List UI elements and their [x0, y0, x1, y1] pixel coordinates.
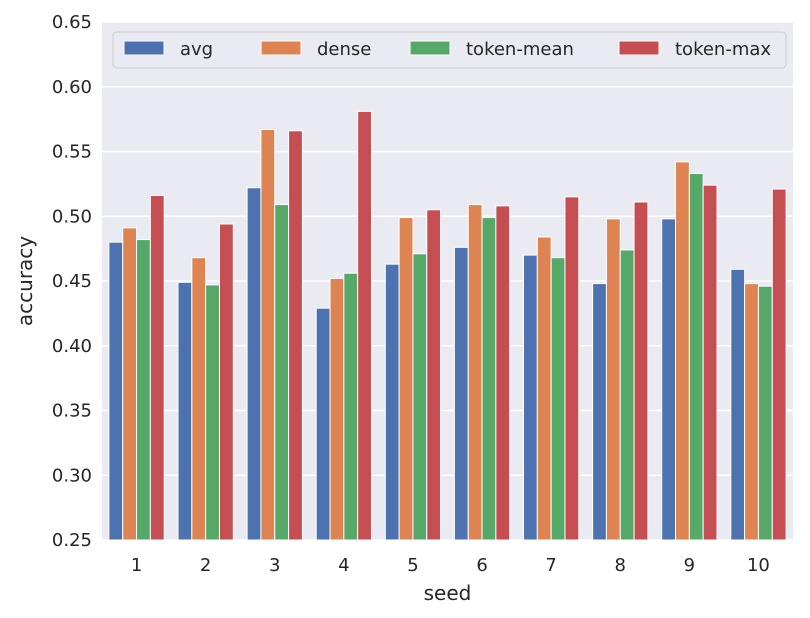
bar-token-max: [702, 184, 718, 541]
bar-token-max: [149, 195, 165, 541]
bar-dense: [329, 277, 345, 541]
bar-token-mean: [550, 257, 566, 541]
legend-label: token-max: [675, 39, 771, 60]
y-tick-label: 0.40: [52, 336, 92, 357]
y-axis-label: accuracy: [13, 236, 37, 326]
bar-token-max: [633, 201, 649, 541]
bar-avg: [384, 263, 400, 541]
x-tick-label: 3: [269, 555, 280, 576]
bar-token-mean: [412, 253, 428, 541]
bar-token-mean: [688, 173, 704, 541]
bar-token-mean: [274, 204, 290, 541]
y-tick-label: 0.60: [52, 77, 92, 98]
bar-avg: [315, 307, 331, 541]
bar-dense: [467, 204, 483, 541]
x-tick-label: 9: [684, 555, 695, 576]
x-tick-label: 7: [545, 555, 556, 576]
bar-avg: [453, 246, 469, 541]
legend-swatch-token-max: [618, 40, 660, 56]
bar-dense: [675, 161, 690, 541]
x-tick-label: 2: [200, 555, 211, 576]
legend-label: dense: [317, 39, 371, 60]
bar-avg: [246, 187, 262, 541]
legend-label: avg: [180, 39, 213, 60]
bar-token-max: [357, 110, 372, 541]
bar-token-mean: [757, 285, 773, 541]
y-tick-label: 0.45: [52, 271, 92, 292]
bar-token-max: [771, 188, 787, 541]
bar-avg: [661, 218, 677, 541]
x-tick-label: 10: [747, 555, 770, 576]
bar-dense: [398, 217, 414, 541]
x-axis-ticks: 1 2 3 4 5 6 7 8 9 10: [131, 555, 770, 576]
bar-dense: [260, 128, 276, 541]
bar-avg: [108, 241, 124, 541]
bar-token-max: [495, 205, 511, 541]
bar-token-mean: [481, 217, 497, 541]
x-tick-label: 4: [338, 555, 349, 576]
x-axis-label: seed: [424, 581, 472, 605]
bar-token-max: [288, 130, 303, 541]
bar-dense: [122, 227, 138, 541]
y-tick-label: 0.30: [52, 465, 92, 486]
y-axis-ticks: 0.25 0.30 0.35 0.40 0.45 0.50 0.55 0.60 0.65: [52, 12, 92, 551]
bar-token-mean: [205, 284, 220, 541]
y-tick-label: 0.35: [52, 401, 92, 422]
legend: avg dense token-mean token-max: [112, 31, 787, 69]
bar-avg: [592, 283, 607, 541]
bar-token-max: [564, 196, 580, 541]
y-tick-label: 0.55: [52, 142, 92, 163]
x-tick-label: 1: [131, 555, 142, 576]
x-tick-label: 6: [476, 555, 487, 576]
bar-token-mean: [136, 239, 151, 541]
y-tick-label: 0.65: [52, 12, 92, 33]
bar-dense: [744, 283, 759, 541]
y-tick-label: 0.50: [52, 206, 92, 227]
x-tick-label: 5: [407, 555, 418, 576]
bar-dense: [536, 236, 552, 541]
legend-swatch-dense: [260, 40, 302, 56]
bar-token-mean: [343, 272, 359, 541]
bar-token-max: [426, 209, 442, 541]
bar-avg: [177, 281, 193, 541]
legend-label: token-mean: [466, 39, 574, 60]
bars: [108, 110, 787, 541]
legend-swatch-avg: [123, 40, 165, 56]
bar-avg: [730, 268, 746, 541]
bar-token-mean: [619, 249, 635, 541]
x-tick-label: 8: [615, 555, 626, 576]
bar-dense: [191, 257, 207, 541]
bar-dense: [605, 218, 621, 541]
y-tick-label: 0.25: [52, 530, 92, 551]
bar-token-max: [218, 223, 234, 541]
legend-swatch-token-mean: [409, 40, 451, 56]
bar-avg: [523, 254, 538, 541]
